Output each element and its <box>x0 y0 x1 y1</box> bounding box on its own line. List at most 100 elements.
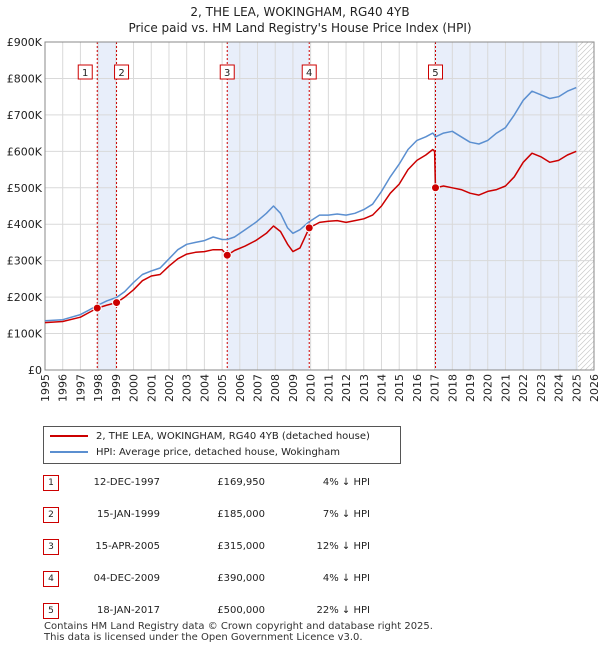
sale-point <box>222 250 232 260</box>
footer: Contains HM Land Registry data © Crown c… <box>44 621 433 643</box>
sale-label-number: 5 <box>432 68 438 79</box>
sale-date: 12-DEC-1997 <box>93 477 160 488</box>
sale-label-box <box>77 64 93 80</box>
x-tick-label: 2021 <box>499 374 512 402</box>
sale-price: £390,000 <box>217 573 265 584</box>
x-tick-label: 2005 <box>216 374 229 402</box>
forecast-hatch <box>577 260 595 278</box>
forecast-hatch <box>577 45 595 63</box>
table-row: 1 12-DEC-1997 £169,950 4% ↓ HPI <box>0 473 600 493</box>
sale-marker-badge: 2 <box>43 507 59 523</box>
sale-period-shading <box>97 42 117 370</box>
forecast-hatch <box>577 90 595 108</box>
legend-item-property: 2, THE LEA, WOKINGHAM, RG40 4YB (detache… <box>50 430 370 444</box>
legend-label-property: 2, THE LEA, WOKINGHAM, RG40 4YB (detache… <box>96 431 370 442</box>
forecast-hatch <box>577 170 595 188</box>
chart-subtitle: Price paid vs. HM Land Registry's House … <box>128 21 472 35</box>
sale-price: £315,000 <box>217 541 265 552</box>
x-tick-label: 2016 <box>411 374 424 402</box>
x-tick-label: 2004 <box>198 374 211 402</box>
sale-label-box <box>114 64 130 80</box>
x-tick-label: 1999 <box>110 374 123 402</box>
sale-marker-badge: 4 <box>43 571 59 587</box>
sale-hpi-diff: 4% ↓ HPI <box>322 573 370 584</box>
forecast-hatch <box>577 335 595 353</box>
forecast-hatch <box>584 360 595 371</box>
x-tick-label: 1996 <box>57 374 70 402</box>
sale-point <box>112 298 122 308</box>
x-tick-label: 2010 <box>305 374 318 402</box>
x-tick-label: 2014 <box>375 374 388 402</box>
x-tick-label: 2022 <box>517 374 530 402</box>
x-tick-label: 2015 <box>393 374 406 402</box>
forecast-hatch <box>577 275 595 293</box>
forecast-hatch <box>577 175 595 193</box>
legend: 2, THE LEA, WOKINGHAM, RG40 4YB (detache… <box>43 426 401 464</box>
sale-date: 04-DEC-2009 <box>93 573 160 584</box>
forecast-hatch <box>577 145 595 163</box>
property-price-line <box>44 148 577 324</box>
forecast-hatch <box>577 60 595 78</box>
sale-date: 15-APR-2005 <box>95 541 160 552</box>
forecast-hatch <box>577 85 595 103</box>
legend-item-hpi: HPI: Average price, detached house, Woki… <box>50 446 340 460</box>
forecast-hatch <box>577 305 595 323</box>
sale-label-box <box>219 64 235 80</box>
forecast-hatch <box>577 95 595 113</box>
forecast-hatch <box>577 295 595 313</box>
forecast-hatch <box>577 155 595 173</box>
x-tick-label: 2020 <box>482 374 495 402</box>
forecast-hatch <box>577 315 595 333</box>
table-row: 3 15-APR-2005 £315,000 12% ↓ HPI <box>0 537 600 557</box>
chart-title: 2, THE LEA, WOKINGHAM, RG40 4YB Price pa… <box>0 4 600 36</box>
forecast-hatch <box>577 150 595 168</box>
sale-point <box>430 183 440 193</box>
x-tick-label: 1998 <box>92 374 105 402</box>
sale-marker-badge: 1 <box>43 475 59 491</box>
forecast-hatch <box>577 105 595 123</box>
x-tick-label: 2024 <box>553 374 566 402</box>
y-tick-label: £200K <box>7 291 43 304</box>
x-tick-label: 2009 <box>287 374 300 402</box>
forecast-hatch <box>577 270 595 288</box>
forecast-hatch <box>577 320 595 338</box>
forecast-hatch <box>577 165 595 183</box>
x-tick-label: 2003 <box>181 374 194 402</box>
sale-date: 15-JAN-1999 <box>96 509 160 520</box>
footer-licence: This data is licensed under the Open Gov… <box>44 632 363 643</box>
sale-point <box>304 223 314 233</box>
y-tick-label: £600K <box>7 145 43 158</box>
sale-date: 18-JAN-2017 <box>96 605 160 616</box>
forecast-hatch <box>577 205 595 223</box>
x-tick-label: 2025 <box>570 374 583 402</box>
x-tick-label: 2002 <box>163 374 176 402</box>
x-tick-label: 2000 <box>128 374 141 402</box>
forecast-hatch <box>577 180 595 198</box>
legend-swatch-property <box>50 435 88 437</box>
forecast-hatch <box>577 50 595 68</box>
x-tick-label: 2008 <box>269 374 282 402</box>
sale-marker-badge: 3 <box>43 539 59 555</box>
forecast-hatch <box>577 70 595 88</box>
sale-label-number: 3 <box>224 68 230 79</box>
forecast-hatch <box>577 225 595 243</box>
x-tick-label: 2019 <box>464 374 477 402</box>
footer-copyright: Contains HM Land Registry data © Crown c… <box>44 621 433 632</box>
x-tick-label: 2013 <box>358 374 371 402</box>
table-row: 4 04-DEC-2009 £390,000 4% ↓ HPI <box>0 569 600 589</box>
forecast-hatch <box>577 200 595 218</box>
forecast-hatch <box>577 235 595 253</box>
y-tick-label: £800K <box>7 72 43 85</box>
forecast-hatch <box>577 250 595 268</box>
sale-label-box <box>427 64 443 80</box>
forecast-hatch <box>577 285 595 303</box>
forecast-hatch <box>577 80 595 98</box>
sale-price: £185,000 <box>217 509 265 520</box>
forecast-hatch <box>577 310 595 328</box>
forecast-hatch <box>577 135 595 153</box>
y-tick-label: £300K <box>7 255 43 268</box>
sale-price: £500,000 <box>217 605 265 616</box>
forecast-hatch <box>577 185 595 203</box>
forecast-hatch <box>577 41 589 53</box>
forecast-hatch <box>577 220 595 238</box>
